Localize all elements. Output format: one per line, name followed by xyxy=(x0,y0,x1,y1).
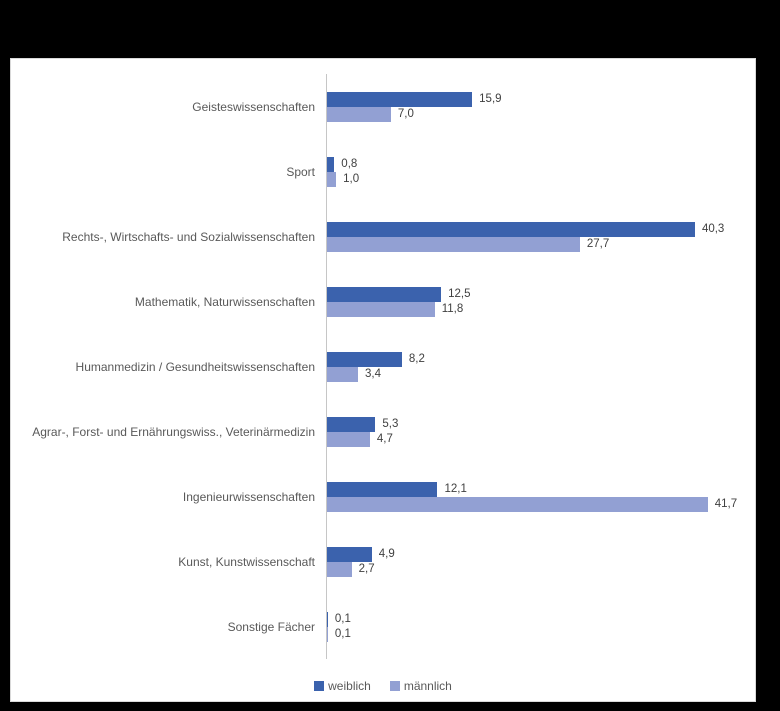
value-label-weiblich: 15,9 xyxy=(479,93,502,105)
bar-weiblich xyxy=(327,221,695,237)
bar-line-weiblich: 0,1 xyxy=(327,611,351,627)
bar-pair: 8,2 3,4 xyxy=(327,351,425,382)
category-row: Humanmedizin / Gesundheitswissenschaften… xyxy=(11,334,755,399)
category-label: Rechts-, Wirtschafts- und Sozialwissensc… xyxy=(62,229,315,244)
bar-line-weiblich: 4,9 xyxy=(327,546,395,562)
bar-maennlich xyxy=(327,496,708,512)
bar-pair: 5,3 4,7 xyxy=(327,416,399,447)
bar-weiblich xyxy=(327,351,402,367)
bar-line-weiblich: 0,8 xyxy=(327,156,359,172)
bar-maennlich xyxy=(327,171,337,187)
bar-maennlich xyxy=(327,236,580,252)
bar-line-maennlich: 1,0 xyxy=(327,171,360,187)
legend-swatch-icon xyxy=(389,681,400,691)
category-row: Sport 0,8 1,0 xyxy=(11,139,755,204)
category-label: Sport xyxy=(286,164,315,179)
bar-pair: 12,5 11,8 xyxy=(327,286,471,317)
value-label-weiblich: 4,9 xyxy=(378,548,395,560)
value-label-weiblich: 8,2 xyxy=(408,353,425,365)
bar-weiblich xyxy=(327,286,442,302)
bar-line-maennlich: 27,7 xyxy=(327,236,724,252)
category-row: Mathematik, Naturwissenschaften 12,5 11,… xyxy=(11,269,755,334)
category-axis-line xyxy=(326,74,327,659)
category-row: Kunst, Kunstwissenschaft 4,9 2,7 xyxy=(11,529,755,594)
category-row: Geisteswissenschaften 15,9 7,0 xyxy=(11,74,755,139)
category-row: Rechts-, Wirtschafts- und Sozialwissensc… xyxy=(11,204,755,269)
bar-weiblich xyxy=(327,546,372,562)
value-label-maennlich: 11,8 xyxy=(441,303,464,315)
category-label: Kunst, Kunstwissenschaft xyxy=(178,554,315,569)
bar-pair: 0,8 1,0 xyxy=(327,156,360,187)
bar-weiblich xyxy=(327,481,438,497)
bar-maennlich xyxy=(327,301,435,317)
bar-line-maennlich: 2,7 xyxy=(327,561,395,577)
bar-line-weiblich: 12,1 xyxy=(327,481,737,497)
category-row: Agrar-, Forst- und Ernährungswiss., Vete… xyxy=(11,399,755,464)
bar-weiblich xyxy=(327,416,376,432)
bar-maennlich xyxy=(327,431,370,447)
bar-line-weiblich: 8,2 xyxy=(327,351,425,367)
bar-line-maennlich: 7,0 xyxy=(327,106,502,122)
value-label-weiblich: 0,1 xyxy=(334,613,351,625)
bar-weiblich xyxy=(327,156,335,172)
legend-item: weiblich xyxy=(314,679,371,693)
legend-item: männlich xyxy=(389,679,452,693)
value-label-weiblich: 12,1 xyxy=(444,483,467,495)
bar-line-maennlich: 4,7 xyxy=(327,431,398,447)
legend-swatch-icon xyxy=(314,681,325,691)
bar-line-maennlich: 0,1 xyxy=(327,626,351,642)
bar-weiblich xyxy=(327,91,473,107)
bar-line-weiblich: 12,5 xyxy=(327,286,471,302)
bar-maennlich xyxy=(327,561,352,577)
bar-line-weiblich: 5,3 xyxy=(327,416,399,432)
legend-label: weiblich xyxy=(328,679,371,693)
category-row: Sonstige Fächer 0,1 0,1 xyxy=(11,594,755,659)
bar-rows-container: Geisteswissenschaften 15,9 7,0 Sport 0,8… xyxy=(11,74,755,659)
value-label-weiblich: 0,8 xyxy=(341,158,358,170)
bar-pair: 12,1 41,7 xyxy=(327,481,738,512)
category-label: Agrar-, Forst- und Ernährungswiss., Vete… xyxy=(32,424,315,439)
chart-panel: Geisteswissenschaften 15,9 7,0 Sport 0,8… xyxy=(10,58,756,702)
category-label: Sonstige Fächer xyxy=(227,619,315,634)
bar-line-weiblich: 40,3 xyxy=(327,221,725,237)
bar-line-maennlich: 3,4 xyxy=(327,366,425,382)
value-label-maennlich: 2,7 xyxy=(358,563,375,575)
category-row: Ingenieurwissenschaften 12,1 41,7 xyxy=(11,464,755,529)
bar-line-maennlich: 41,7 xyxy=(327,496,738,512)
bar-maennlich xyxy=(327,106,391,122)
category-label: Humanmedizin / Gesundheitswissenschaften xyxy=(75,359,315,374)
category-label: Ingenieurwissenschaften xyxy=(182,489,315,504)
legend-label: männlich xyxy=(403,679,452,693)
value-label-weiblich: 40,3 xyxy=(701,223,725,235)
bar-line-weiblich: 15,9 xyxy=(327,91,502,107)
value-label-maennlich: 3,4 xyxy=(365,368,382,380)
bar-pair: 4,9 2,7 xyxy=(327,546,395,577)
plot-area: Geisteswissenschaften 15,9 7,0 Sport 0,8… xyxy=(11,74,755,659)
bar-weiblich xyxy=(327,611,328,627)
bar-maennlich xyxy=(327,366,359,382)
value-label-maennlich: 41,7 xyxy=(714,498,738,510)
bar-pair: 15,9 7,0 xyxy=(327,91,502,122)
category-label: Mathematik, Naturwissenschaften xyxy=(134,294,315,309)
category-label: Geisteswissenschaften xyxy=(192,99,315,114)
bar-pair: 0,1 0,1 xyxy=(327,611,351,642)
value-label-weiblich: 5,3 xyxy=(382,418,399,430)
chart-legend: weiblich männlich xyxy=(11,679,755,693)
bar-line-maennlich: 11,8 xyxy=(327,301,471,317)
bar-pair: 40,3 27,7 xyxy=(327,221,725,252)
bar-maennlich xyxy=(327,626,328,642)
value-label-maennlich: 27,7 xyxy=(586,238,610,250)
value-label-maennlich: 1,0 xyxy=(343,173,360,185)
value-label-maennlich: 0,1 xyxy=(334,628,351,640)
value-label-maennlich: 4,7 xyxy=(376,433,393,445)
value-label-maennlich: 7,0 xyxy=(397,108,414,120)
value-label-weiblich: 12,5 xyxy=(448,288,471,300)
